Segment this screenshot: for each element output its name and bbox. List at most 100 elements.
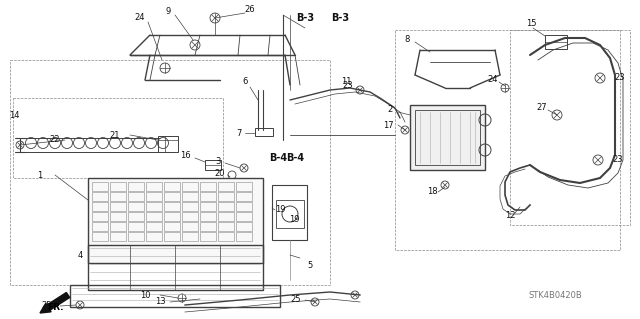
Text: 17: 17 (383, 121, 394, 130)
Text: 4: 4 (77, 251, 83, 261)
Bar (158, 136, 178, 152)
Bar (164, 222, 180, 231)
Bar (128, 232, 144, 241)
Bar (146, 212, 162, 221)
Bar (110, 212, 126, 221)
Bar (92, 202, 108, 211)
Text: FR.: FR. (47, 303, 63, 313)
Bar (410, 105, 485, 170)
Bar (255, 128, 273, 136)
Text: 19: 19 (275, 205, 285, 214)
Bar (276, 200, 304, 228)
Bar (70, 285, 280, 307)
Bar (128, 202, 144, 211)
Bar (128, 222, 144, 231)
Text: 23: 23 (612, 155, 623, 165)
Bar (146, 182, 162, 191)
Bar (182, 232, 198, 241)
Text: B-4: B-4 (269, 153, 287, 163)
Bar (205, 160, 221, 170)
Bar (92, 222, 108, 231)
Bar (110, 222, 126, 231)
Bar (182, 212, 198, 221)
Text: 25: 25 (291, 295, 301, 305)
Bar (236, 192, 252, 201)
Text: 5: 5 (307, 261, 312, 270)
Text: 2: 2 (387, 106, 392, 115)
Text: B-4: B-4 (286, 153, 304, 163)
Text: 6: 6 (243, 78, 248, 86)
Bar (510, 30, 630, 225)
Text: 7: 7 (236, 129, 242, 137)
Bar (272, 185, 307, 240)
Bar (146, 232, 162, 241)
Bar (146, 192, 162, 201)
Text: B-3: B-3 (296, 13, 314, 23)
Text: 9: 9 (165, 8, 171, 17)
Bar (236, 222, 252, 231)
Text: 24: 24 (488, 76, 499, 85)
Text: 23: 23 (342, 80, 353, 90)
Bar (236, 202, 252, 211)
Bar (218, 192, 234, 201)
Bar (92, 232, 108, 241)
Bar (13, 98, 223, 178)
Bar (10, 60, 330, 285)
Bar (200, 212, 216, 221)
Bar (236, 232, 252, 241)
Bar (164, 212, 180, 221)
Bar (218, 222, 234, 231)
Text: 11: 11 (340, 78, 351, 86)
Text: 24: 24 (135, 13, 145, 23)
Bar (395, 30, 620, 250)
Bar (218, 202, 234, 211)
Bar (110, 182, 126, 191)
Text: 22: 22 (50, 136, 60, 145)
Bar (164, 192, 180, 201)
Bar (200, 192, 216, 201)
Bar (110, 232, 126, 241)
Bar (236, 212, 252, 221)
Bar (182, 182, 198, 191)
Bar (92, 192, 108, 201)
Bar (128, 192, 144, 201)
Bar (128, 212, 144, 221)
FancyArrow shape (40, 293, 70, 313)
Text: 26: 26 (244, 5, 255, 14)
Bar (236, 182, 252, 191)
Bar (218, 182, 234, 191)
Bar (182, 192, 198, 201)
Text: 16: 16 (180, 151, 190, 160)
Text: 1: 1 (37, 170, 43, 180)
Bar (146, 202, 162, 211)
Bar (182, 222, 198, 231)
Bar (88, 245, 263, 290)
Text: 23: 23 (614, 72, 625, 81)
Text: B-3: B-3 (331, 13, 349, 23)
Bar (164, 202, 180, 211)
Text: 14: 14 (9, 110, 19, 120)
Text: 27: 27 (537, 103, 547, 113)
Text: 18: 18 (427, 188, 437, 197)
Text: 21: 21 (109, 130, 120, 139)
Bar (545, 35, 567, 49)
Text: 12: 12 (505, 211, 515, 219)
Bar (200, 182, 216, 191)
Bar (200, 232, 216, 241)
Bar (415, 110, 480, 165)
Bar (146, 222, 162, 231)
Text: 10: 10 (140, 291, 150, 300)
Bar (182, 202, 198, 211)
Bar (92, 212, 108, 221)
Bar (92, 182, 108, 191)
Bar (110, 192, 126, 201)
Bar (128, 182, 144, 191)
Text: STK4B0420B: STK4B0420B (528, 291, 582, 300)
Text: 15: 15 (525, 19, 536, 28)
Text: 25: 25 (42, 301, 52, 310)
Text: 19: 19 (289, 216, 300, 225)
Bar (200, 202, 216, 211)
Bar (110, 202, 126, 211)
Text: 13: 13 (155, 298, 165, 307)
Bar (218, 232, 234, 241)
